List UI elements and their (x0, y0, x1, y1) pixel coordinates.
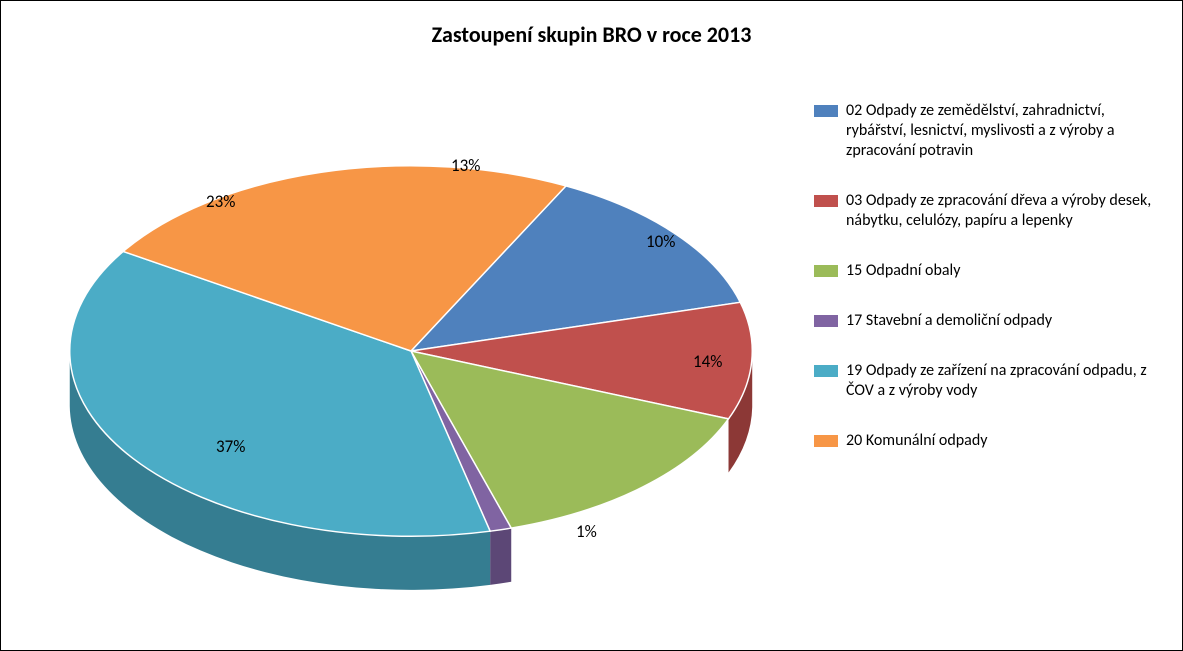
legend-label-02: 02 Odpady ze zemědělství, zahradnictví, … (846, 101, 1154, 161)
legend-label-15: 15 Odpadní obaly (846, 261, 960, 281)
legend-swatch-20 (814, 435, 838, 447)
slice-label-15: 14% (693, 351, 722, 372)
legend-swatch-02 (814, 105, 838, 117)
chart-title: Zastoupení skupin BRO v roce 2013 (1, 21, 1182, 48)
legend-item-17: 17 Stavební a demoliční odpady (814, 311, 1154, 331)
legend: 02 Odpady ze zemědělství, zahradnictví, … (814, 101, 1154, 481)
legend-label-17: 17 Stavební a demoliční odpady (846, 311, 1052, 331)
legend-label-19: 19 Odpady ze zařízení na zpracování odpa… (846, 361, 1154, 401)
legend-item-19: 19 Odpady ze zařízení na zpracování odpa… (814, 361, 1154, 401)
legend-swatch-19 (814, 365, 838, 377)
legend-item-02: 02 Odpady ze zemědělství, zahradnictví, … (814, 101, 1154, 161)
legend-swatch-03 (814, 195, 838, 207)
legend-swatch-17 (814, 315, 838, 327)
legend-item-03: 03 Odpady ze zpracování dřeva a výroby d… (814, 191, 1154, 231)
slice-label-17: 1% (576, 521, 597, 542)
chart-container: Zastoupení skupin BRO v roce 2013 13% 10%… (0, 0, 1183, 651)
slice-label-19: 37% (216, 436, 245, 457)
slice-label-03: 10% (646, 231, 675, 252)
legend-label-03: 03 Odpady ze zpracování dřeva a výroby d… (846, 191, 1154, 231)
pie-side-17 (490, 528, 511, 585)
slice-label-02: 13% (451, 155, 480, 176)
pie-chart: 13% 10% 14% 1% 37% 23% (21, 91, 801, 591)
legend-item-15: 15 Odpadní obaly (814, 261, 1154, 281)
legend-label-20: 20 Komunální odpady (846, 431, 987, 451)
slice-label-20: 23% (206, 191, 235, 212)
legend-swatch-15 (814, 265, 838, 277)
legend-item-20: 20 Komunální odpady (814, 431, 1154, 451)
pie-svg (21, 91, 801, 611)
